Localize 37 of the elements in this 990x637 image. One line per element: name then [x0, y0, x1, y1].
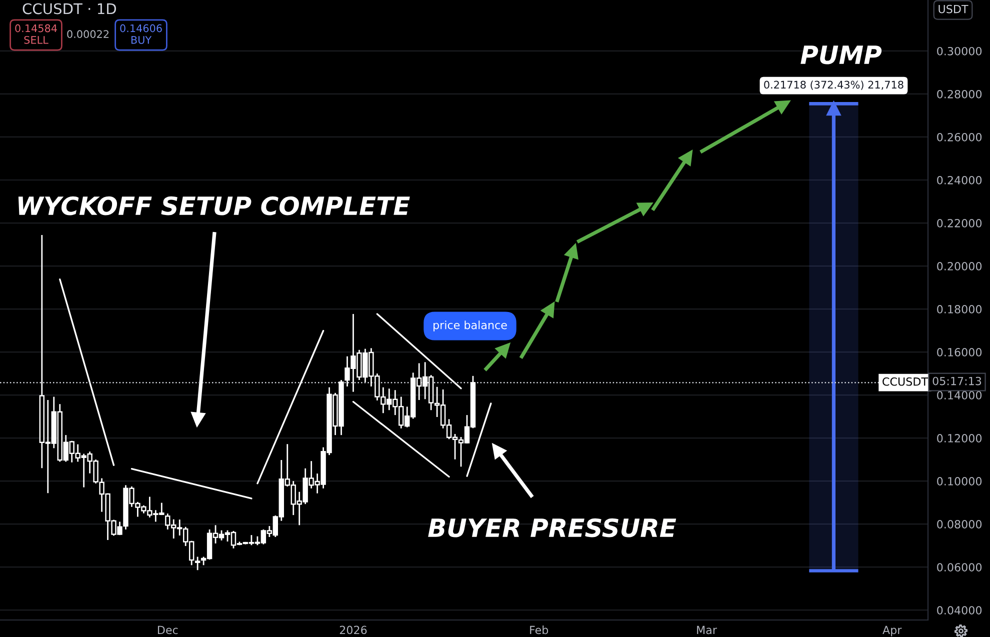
y-tick-label: 0.18000 — [937, 305, 982, 314]
annotation: BUYER PRESSURE — [428, 518, 676, 538]
y-tick-label: 0.30000 — [937, 46, 982, 56]
x-tick-label: Feb — [530, 626, 548, 634]
annotation: 0.14584 SELL — [15, 24, 57, 44]
y-tick-label: 0.26000 — [937, 132, 982, 142]
point — [540, 301, 555, 318]
y-tick-label: 0.24000 — [937, 176, 982, 184]
y-tick-label: 0.22000 — [937, 218, 982, 228]
point — [678, 150, 693, 166]
annotation: price balance — [434, 320, 507, 332]
annotation: WYCKOFF SETUP COMPLETE — [18, 196, 410, 216]
point — [494, 342, 511, 359]
y-tick-label: 0.06000 — [937, 563, 982, 572]
y-tick-label: 0.20000 — [937, 262, 982, 270]
chart-title: CCUSDT · 1D — [22, 3, 116, 14]
y-tick-label: 0.28000 — [937, 90, 982, 98]
text: 05:17:13 — [932, 376, 982, 386]
y-tick-label: 0.08000 — [937, 520, 982, 528]
point — [636, 202, 654, 216]
ref-line-label: CCUSDT — [882, 377, 928, 386]
y-tick-label: 0.12000 — [937, 434, 982, 442]
y-tick-label: 0.10000 — [937, 477, 982, 486]
annotation: 0.14606 BUY — [120, 24, 162, 44]
y-axis-title: USDT — [938, 4, 968, 14]
point — [564, 242, 578, 260]
data-label: 0.21718 (372.43%) 21,718 — [764, 80, 904, 90]
y-tick-label: 0.14000 — [937, 391, 982, 400]
point — [774, 100, 791, 115]
candlestick — [194, 556, 200, 571]
x-tick-label: Apr — [882, 626, 902, 636]
y-tick-label: 0.16000 — [937, 348, 982, 356]
x-tick-label: 2026 — [340, 626, 367, 634]
x-tick-label: Dec — [158, 626, 178, 634]
annotation: 0.00022 — [67, 30, 108, 38]
y-tick-label: 0.04000 — [937, 606, 982, 614]
x-tick-label: Mar — [697, 626, 717, 634]
